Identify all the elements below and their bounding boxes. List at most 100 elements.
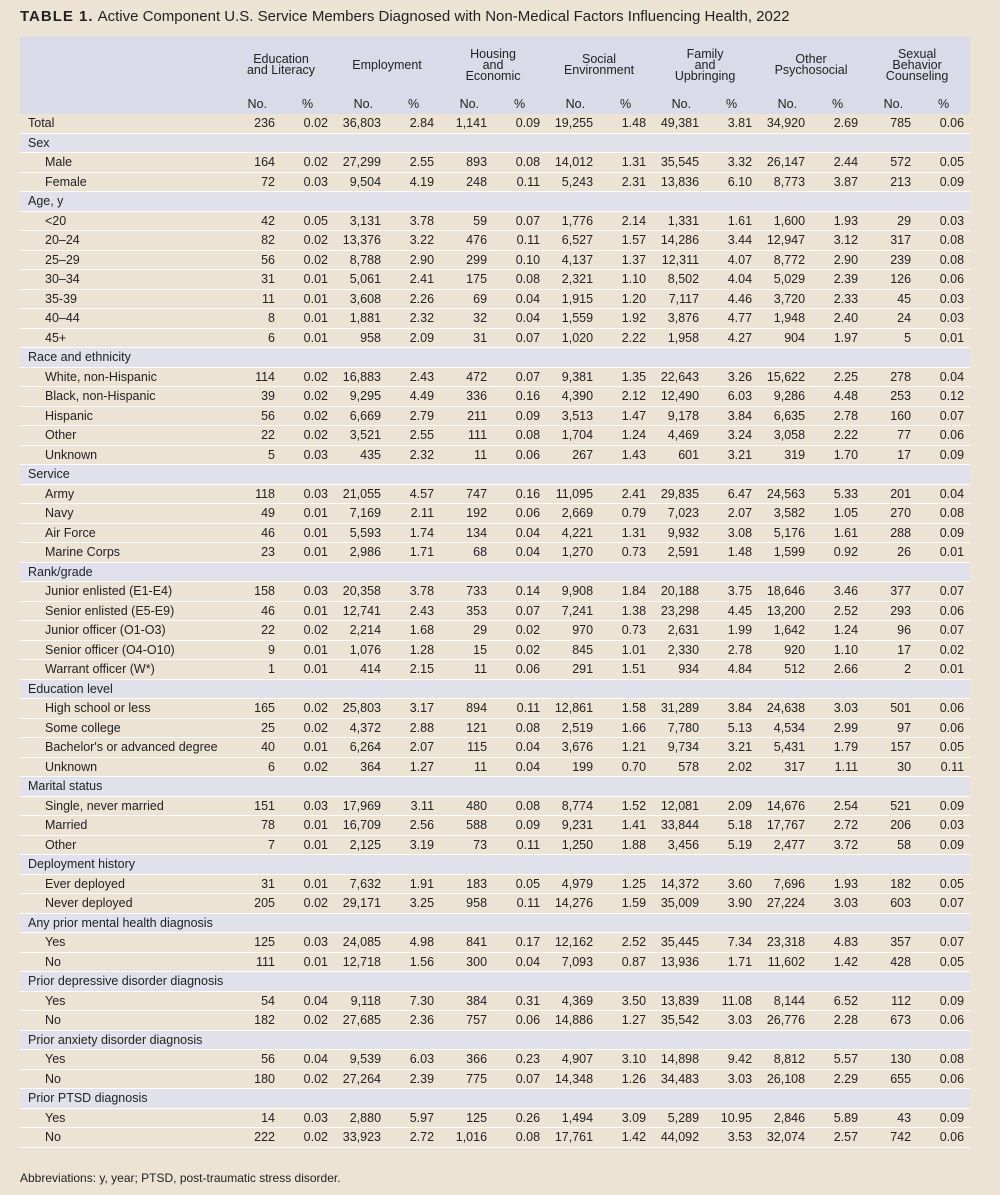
cell: 0.01 <box>917 542 971 563</box>
cell: 4.19 <box>387 172 441 192</box>
cell: 501 <box>864 698 918 719</box>
cell: 3.22 <box>387 230 441 251</box>
cell: 958 <box>334 328 388 348</box>
cell: 2.40 <box>811 308 865 329</box>
cell: 0.06 <box>917 1010 971 1031</box>
cell: 673 <box>864 1010 918 1031</box>
row-label: Bachelor's or advanced degree <box>20 737 228 758</box>
cell: 0.02 <box>281 250 335 270</box>
cell: 7 <box>228 835 281 855</box>
cell: 24,085 <box>334 932 388 953</box>
cell: 0.03 <box>917 211 971 231</box>
cell: 270 <box>864 503 918 524</box>
cell: 0.01 <box>917 659 971 680</box>
row-label: No <box>20 952 228 972</box>
cell: 476 <box>440 230 494 251</box>
cell: 603 <box>864 893 918 914</box>
cell: 5.33 <box>811 484 865 504</box>
cell: 19,255 <box>546 114 600 134</box>
row-label: Other <box>20 835 228 855</box>
cell: 904 <box>758 328 812 348</box>
cell: 6.47 <box>705 484 759 504</box>
cell: 9,734 <box>652 737 706 758</box>
cell: 4.77 <box>705 308 759 329</box>
cell: 9,286 <box>758 386 812 407</box>
table-body: Total 236 0.02 36,803 2.84 1,141 0.09 19,255 1.4… <box>20 114 971 1148</box>
cell: 0.09 <box>917 796 971 816</box>
cell: 480 <box>440 796 494 816</box>
cell: 1.11 <box>811 757 865 777</box>
cell: 775 <box>440 1069 494 1089</box>
cell: 1.88 <box>599 835 653 855</box>
cell: 747 <box>440 484 494 504</box>
row-label: Married <box>20 815 228 836</box>
cell: 3.60 <box>705 874 759 894</box>
cell: 5,243 <box>546 172 600 192</box>
subheader: % <box>705 93 759 114</box>
data-row: Female 72 0.03 9,504 4.19 248 0.11 5,243 2.31 13,… <box>20 172 971 192</box>
section-row: Marital status <box>20 776 971 797</box>
cell: 14,286 <box>652 230 706 251</box>
cell: 3.10 <box>599 1049 653 1070</box>
cell: 0.08 <box>493 796 547 816</box>
cell: 0.31 <box>493 991 547 1011</box>
cell: 2,477 <box>758 835 812 855</box>
section-row: Any prior mental health diagnosis <box>20 913 971 933</box>
cell: 1,881 <box>334 308 388 329</box>
cell: 2.32 <box>387 445 441 465</box>
cell: 0.04 <box>493 737 547 758</box>
cell: 22 <box>228 425 281 446</box>
cell: 1.10 <box>811 640 865 660</box>
cell: 0.06 <box>493 503 547 524</box>
cell: 1.26 <box>599 1069 653 1089</box>
section-label: Prior depressive disorder diagnosis <box>20 971 971 992</box>
cell: 130 <box>864 1049 918 1070</box>
cell: 2.07 <box>705 503 759 524</box>
cell: 742 <box>864 1127 918 1148</box>
cell: 2.14 <box>599 211 653 231</box>
cell: 4.04 <box>705 269 759 290</box>
cell: 26,147 <box>758 152 812 173</box>
data-row: Yes 54 0.04 9,118 7.30 384 0.31 4,369 3.50 13,839… <box>20 991 971 1011</box>
data-row: Senior officer (O4-O10) 9 0.01 1,076 1.28 15 0… <box>20 640 971 660</box>
cell: 239 <box>864 250 918 270</box>
cell: 0.07 <box>917 620 971 641</box>
subheader: % <box>387 93 441 114</box>
cell: 126 <box>864 269 918 290</box>
cell: 757 <box>440 1010 494 1031</box>
cell: 0.07 <box>493 328 547 348</box>
cell: 31 <box>228 874 281 894</box>
data-row: Some college 25 0.02 4,372 2.88 121 0.08 2,519 1… <box>20 718 971 738</box>
cell: 4,369 <box>546 991 600 1011</box>
section-row: Sex <box>20 133 971 153</box>
cell: 0.01 <box>281 952 335 972</box>
subheader: No. <box>334 93 388 114</box>
row-label: No <box>20 1127 228 1148</box>
cell: 6,264 <box>334 737 388 758</box>
row-label: 45+ <box>20 328 228 348</box>
cell: 201 <box>864 484 918 504</box>
section-label: Marital status <box>20 776 971 797</box>
cell: 97 <box>864 718 918 738</box>
cell: 2.72 <box>387 1127 441 1148</box>
cell: 0.07 <box>917 893 971 914</box>
cell: 0.01 <box>281 503 335 524</box>
cell: 7,780 <box>652 718 706 738</box>
cell: 1.21 <box>599 737 653 758</box>
row-label: Hispanic <box>20 406 228 426</box>
cell: 1.97 <box>811 328 865 348</box>
cell: 0.03 <box>917 289 971 309</box>
cell: 1,331 <box>652 211 706 231</box>
cell: 2.55 <box>387 425 441 446</box>
cell: 7,093 <box>546 952 600 972</box>
cell: 3.44 <box>705 230 759 251</box>
cell: 46 <box>228 601 281 621</box>
cell: 236 <box>228 114 281 134</box>
section-row: Age, y <box>20 191 971 212</box>
cell: 1,141 <box>440 114 494 134</box>
cell: 3.72 <box>811 835 865 855</box>
cell: 8,773 <box>758 172 812 192</box>
cell: 0.08 <box>917 250 971 270</box>
data-row: 35-39 11 0.01 3,608 2.26 69 0.04 1,915 1.20 7,117… <box>20 289 971 309</box>
